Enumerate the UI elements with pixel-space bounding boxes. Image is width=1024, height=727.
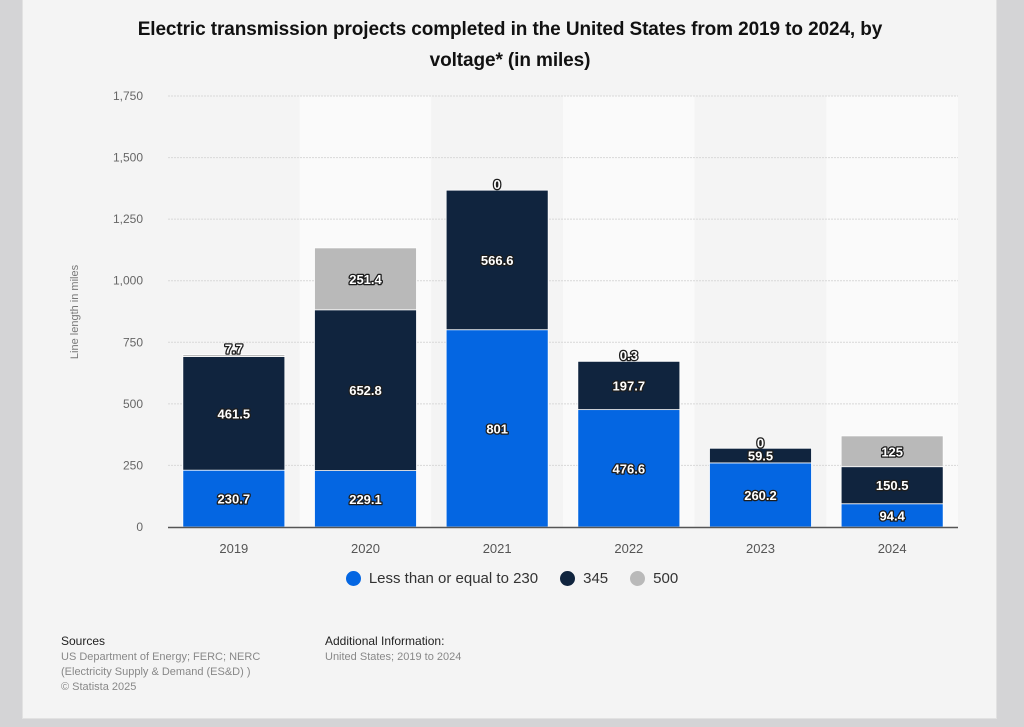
data-label: 0 — [494, 177, 501, 192]
legend-item-345[interactable]: 345 — [560, 570, 608, 587]
bar-segment — [182, 354, 286, 357]
data-label: 59.5 — [748, 449, 773, 464]
x-tick-label: 2023 — [746, 541, 775, 556]
sources-line: (Electricity Supply & Demand (ES&D) ) — [61, 666, 251, 678]
sources-block: Sources US Department of Energy; FERC; N… — [61, 634, 260, 695]
legend-label: Less than or equal to 230 — [368, 570, 539, 587]
y-tick-label: 1,250 — [113, 212, 143, 226]
data-label: 652.8 — [349, 383, 382, 398]
x-axis-ticks: 2019 2020 2021 2022 2023 2024 — [219, 541, 906, 556]
data-label: 229.1 — [349, 492, 382, 507]
legend: Less than or equal to 230 345 500 — [0, 570, 1024, 587]
data-label: 476.6 — [613, 461, 646, 476]
data-label: 150.5 — [876, 478, 909, 493]
data-label: 0.3 — [620, 348, 638, 363]
column-bands — [168, 96, 958, 527]
y-tick-label: 750 — [123, 335, 143, 349]
bar-segment — [182, 469, 286, 528]
bar-segment — [445, 189, 549, 331]
legend-label: 500 — [653, 570, 679, 587]
data-label: 251.4 — [349, 272, 382, 287]
bar-segment — [314, 470, 417, 528]
y-tick-label: 0 — [136, 520, 143, 534]
sources-line: US Department of Energy; FERC; NERC — [61, 651, 261, 663]
bar-segment — [709, 462, 812, 528]
chart-title: Electric transmission projects completed… — [137, 19, 883, 71]
data-label: 0 — [757, 435, 764, 450]
data-label: 566.6 — [481, 253, 514, 268]
additional-info-heading: Additional Information: — [325, 634, 445, 648]
data-label: 461.5 — [218, 406, 251, 421]
data-label: 197.7 — [613, 378, 646, 393]
x-tick-label: 2019 — [219, 541, 248, 556]
y-tick-label: 1,750 — [113, 89, 143, 103]
y-tick-label: 1,500 — [113, 151, 143, 165]
y-tick-label: 250 — [123, 458, 143, 472]
additional-info-line: United States; 2019 to 2024 — [325, 651, 462, 663]
copyright: © Statista 2025 — [61, 681, 137, 693]
gridlines — [168, 95, 958, 466]
x-tick-label: 2022 — [614, 541, 643, 556]
y-tick-label: 500 — [123, 397, 143, 411]
x-tick-label: 2020 — [351, 541, 380, 556]
bar-segment — [182, 356, 286, 471]
data-label: 7.7 — [225, 342, 243, 357]
bar-segment — [445, 329, 549, 528]
bar-segment — [840, 466, 944, 505]
y-axis-label: Line length in miles — [69, 264, 81, 359]
data-label: 801 — [486, 421, 508, 436]
legend-label: 345 — [583, 570, 609, 587]
bar-segment — [709, 447, 812, 464]
x-tick-label: 2024 — [878, 541, 907, 556]
data-label: 125 — [881, 444, 903, 459]
additional-info-block: Additional Information: United States; 2… — [325, 634, 461, 665]
bars — [182, 189, 944, 528]
y-axis-ticks: 0 250 500 750 1,000 1,250 1,500 1,750 — [113, 89, 143, 534]
data-labels: 230.7 461.5 7.7 229.1 652.8 251.4 801 566.6 0 476… — [216, 176, 909, 525]
sources-heading: Sources — [61, 634, 106, 648]
data-label: 260.2 — [744, 488, 777, 503]
legend-dot-345 — [560, 571, 576, 586]
bar-segment — [577, 409, 681, 528]
data-label: 94.4 — [880, 508, 906, 523]
bar-segment — [840, 435, 944, 468]
legend-item-500[interactable]: 500 — [630, 570, 678, 587]
legend-dot-le230 — [345, 571, 361, 586]
bar-segment — [314, 247, 417, 311]
legend-item-le230[interactable]: Less than or equal to 230 — [345, 570, 539, 587]
y-tick-label: 1,000 — [113, 274, 143, 288]
bar-segment — [314, 309, 417, 471]
data-label: 230.7 — [218, 492, 251, 507]
legend-dot-500 — [630, 571, 646, 586]
bar-segment — [577, 360, 681, 362]
x-tick-label: 2021 — [483, 541, 512, 556]
